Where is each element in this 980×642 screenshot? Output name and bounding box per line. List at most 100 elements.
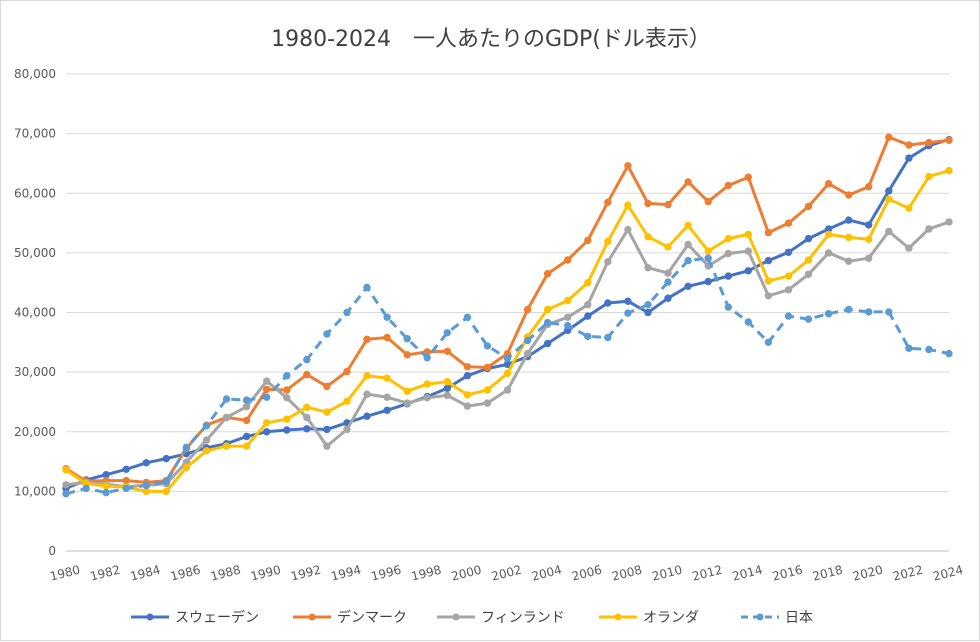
- data-point: [865, 254, 873, 262]
- data-point: [503, 386, 512, 394]
- data-point: [945, 166, 953, 175]
- data-point: [784, 219, 793, 227]
- data-point: [684, 282, 692, 290]
- data-point: [283, 415, 291, 423]
- x-tick-label: 2022: [891, 563, 924, 584]
- data-point: [824, 230, 833, 239]
- data-point: [664, 200, 672, 209]
- data-point: [162, 454, 171, 463]
- data-point: [363, 283, 371, 292]
- data-point: [162, 478, 171, 486]
- data-point: [463, 402, 472, 410]
- legend-label: スウェーデン: [175, 609, 259, 626]
- data-point: [784, 248, 793, 257]
- data-point: [343, 425, 351, 434]
- data-point: [443, 329, 451, 337]
- data-point: [122, 465, 130, 473]
- data-point: [242, 403, 251, 411]
- data-point: [303, 370, 311, 379]
- data-point: [624, 201, 632, 209]
- series-3: [62, 166, 953, 496]
- data-point: [403, 399, 411, 407]
- legend-marker: [614, 613, 622, 621]
- data-point: [483, 342, 492, 350]
- data-point: [323, 425, 331, 434]
- data-point: [383, 406, 391, 414]
- data-point: [102, 482, 110, 490]
- data-point: [945, 349, 953, 358]
- data-point: [764, 292, 773, 300]
- data-point: [323, 408, 331, 416]
- data-point: [443, 384, 451, 392]
- data-point: [363, 335, 371, 343]
- data-point: [222, 413, 231, 422]
- data-point: [263, 419, 271, 427]
- data-point: [584, 236, 592, 245]
- data-point: [383, 393, 391, 401]
- data-point: [222, 442, 231, 450]
- data-point: [724, 303, 732, 311]
- data-point: [845, 191, 853, 199]
- data-point: [824, 249, 833, 257]
- data-point: [885, 227, 893, 236]
- x-tick-label: 2018: [811, 563, 844, 584]
- data-point: [343, 308, 351, 317]
- data-point: [925, 225, 933, 233]
- data-point: [102, 488, 110, 497]
- data-point: [845, 233, 853, 242]
- axis-labels: 0 10,000 20,000 30,000 40,000 50,000 60,000 70,…: [14, 67, 965, 584]
- data-point: [624, 225, 632, 234]
- series-1: [62, 133, 953, 487]
- data-point: [664, 278, 672, 286]
- data-point: [664, 269, 672, 277]
- data-point: [303, 425, 311, 433]
- data-point: [383, 313, 391, 321]
- data-point: [82, 484, 90, 493]
- data-point: [704, 254, 712, 262]
- data-point: [865, 221, 873, 229]
- data-point: [222, 395, 231, 403]
- data-point: [242, 416, 251, 425]
- data-point: [383, 374, 391, 382]
- data-point: [905, 344, 913, 352]
- data-point: [564, 313, 572, 321]
- data-point: [905, 154, 913, 162]
- x-tick-label: 1980: [49, 563, 82, 584]
- data-point: [905, 141, 913, 149]
- data-point: [764, 277, 773, 285]
- x-tick-label: 1984: [129, 563, 162, 584]
- data-point: [845, 305, 853, 314]
- data-point: [463, 372, 472, 380]
- data-point: [644, 233, 652, 241]
- x-tick-label: 1990: [249, 563, 282, 584]
- x-tick-label: 1988: [209, 563, 242, 584]
- data-point: [865, 183, 873, 191]
- data-point: [564, 256, 572, 264]
- data-point: [804, 256, 813, 264]
- data-point: [784, 312, 793, 320]
- data-point: [684, 256, 692, 265]
- data-point: [905, 244, 913, 252]
- legend-item: スウェーデン: [131, 609, 259, 626]
- data-point: [744, 173, 752, 181]
- data-point: [724, 181, 732, 190]
- legend-item: デンマーク: [293, 609, 407, 626]
- x-tick-label: 1998: [410, 563, 443, 584]
- y-tick-label: 10,000: [14, 484, 56, 498]
- data-point: [423, 394, 431, 402]
- data-point: [584, 301, 592, 309]
- data-point: [804, 202, 813, 211]
- data-point: [283, 386, 291, 394]
- x-tick-label: 2006: [570, 563, 603, 584]
- legend-label: 日本: [785, 610, 813, 626]
- data-point: [142, 481, 151, 490]
- data-point: [543, 318, 552, 327]
- data-point: [644, 301, 652, 309]
- series-4: [62, 254, 953, 498]
- data-point: [142, 459, 151, 467]
- data-point: [845, 216, 853, 224]
- data-point: [443, 378, 451, 386]
- data-point: [804, 270, 813, 278]
- data-point: [543, 270, 552, 278]
